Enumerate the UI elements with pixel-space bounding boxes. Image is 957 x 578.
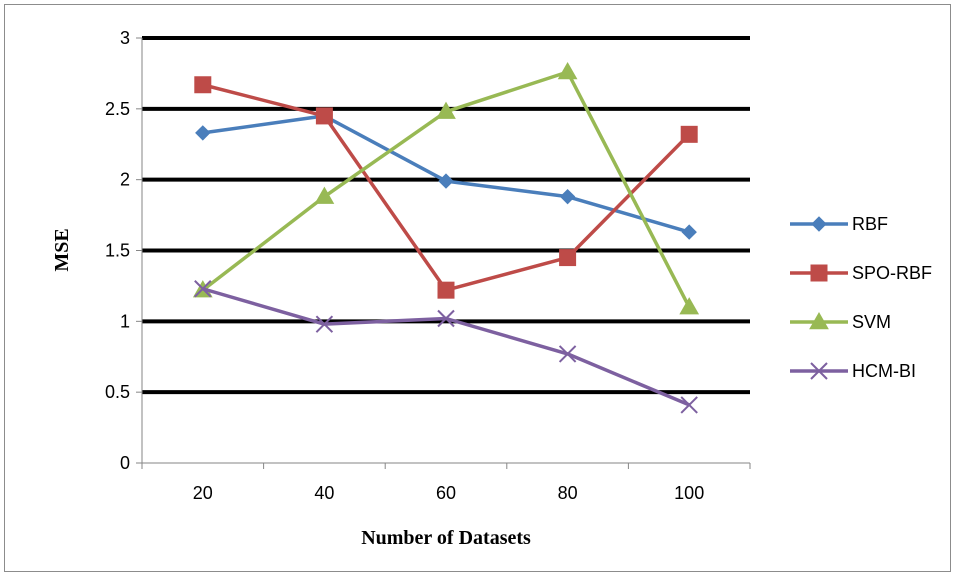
data-point-rbf: [559, 188, 576, 205]
data-point-hcm-bi: [558, 345, 577, 363]
y-tick-label: 1: [120, 311, 130, 331]
legend-label: HCM-BI: [852, 361, 916, 381]
y-axis-title: MSE: [51, 228, 73, 271]
series-line-hcm-bi: [202, 287, 690, 407]
x-axis-title: Number of Datasets: [361, 527, 531, 549]
chart-frame: [4, 4, 951, 572]
y-tick-label: 3: [120, 28, 130, 48]
legend-marker: [810, 362, 828, 380]
legend-marker: [809, 311, 829, 330]
y-tick-label: 1.5: [105, 241, 130, 261]
data-point-hcm-bi: [437, 309, 455, 328]
data-point-svm: [314, 186, 335, 204]
data-point-svm: [679, 297, 700, 315]
data-point-hcm-bi: [315, 315, 334, 333]
data-point-spo-rbf: [315, 107, 333, 125]
data-point-svm: [436, 101, 456, 119]
x-tick-label: 100: [674, 483, 704, 503]
legend-marker: [810, 264, 828, 282]
legend-item-rbf: RBF: [790, 214, 888, 234]
y-tick-label: 2.5: [105, 99, 130, 119]
data-point-rbf: [681, 224, 697, 240]
legend-label: RBF: [852, 214, 888, 234]
data-point-rbf: [438, 173, 454, 189]
legend-marker: [811, 216, 827, 232]
legend-label: SVM: [852, 312, 891, 332]
legend-label: SPO-RBF: [852, 263, 932, 283]
data-point-svm: [557, 61, 578, 80]
legend: RBF SPO-RBF SVM HCM-BI: [790, 214, 932, 381]
data-point-spo-rbf: [194, 76, 212, 94]
y-tick-label: 0: [120, 453, 130, 473]
x-tick-label: 20: [193, 483, 213, 503]
x-tick-label: 80: [558, 483, 578, 503]
series-lines: [192, 61, 700, 414]
data-point-hcm-bi: [680, 396, 698, 414]
data-point-spo-rbf: [559, 249, 577, 267]
data-point-spo-rbf: [680, 125, 698, 143]
data-point-rbf: [195, 125, 211, 141]
x-tick-label: 40: [314, 483, 334, 503]
x-tick-label: 60: [436, 483, 456, 503]
legend-item-hcm-bi: HCM-BI: [790, 361, 916, 381]
legend-item-spo-rbf: SPO-RBF: [790, 263, 932, 283]
legend-item-svm: SVM: [790, 311, 891, 332]
axes: 0 0.5 1 1.5 2 2.5 3 20 40 60 80 100: [105, 28, 751, 503]
data-point-hcm-bi: [194, 280, 212, 298]
y-tick-label: 2: [120, 170, 130, 190]
y-tick-label: 0.5: [105, 382, 130, 402]
data-point-spo-rbf: [437, 281, 455, 299]
